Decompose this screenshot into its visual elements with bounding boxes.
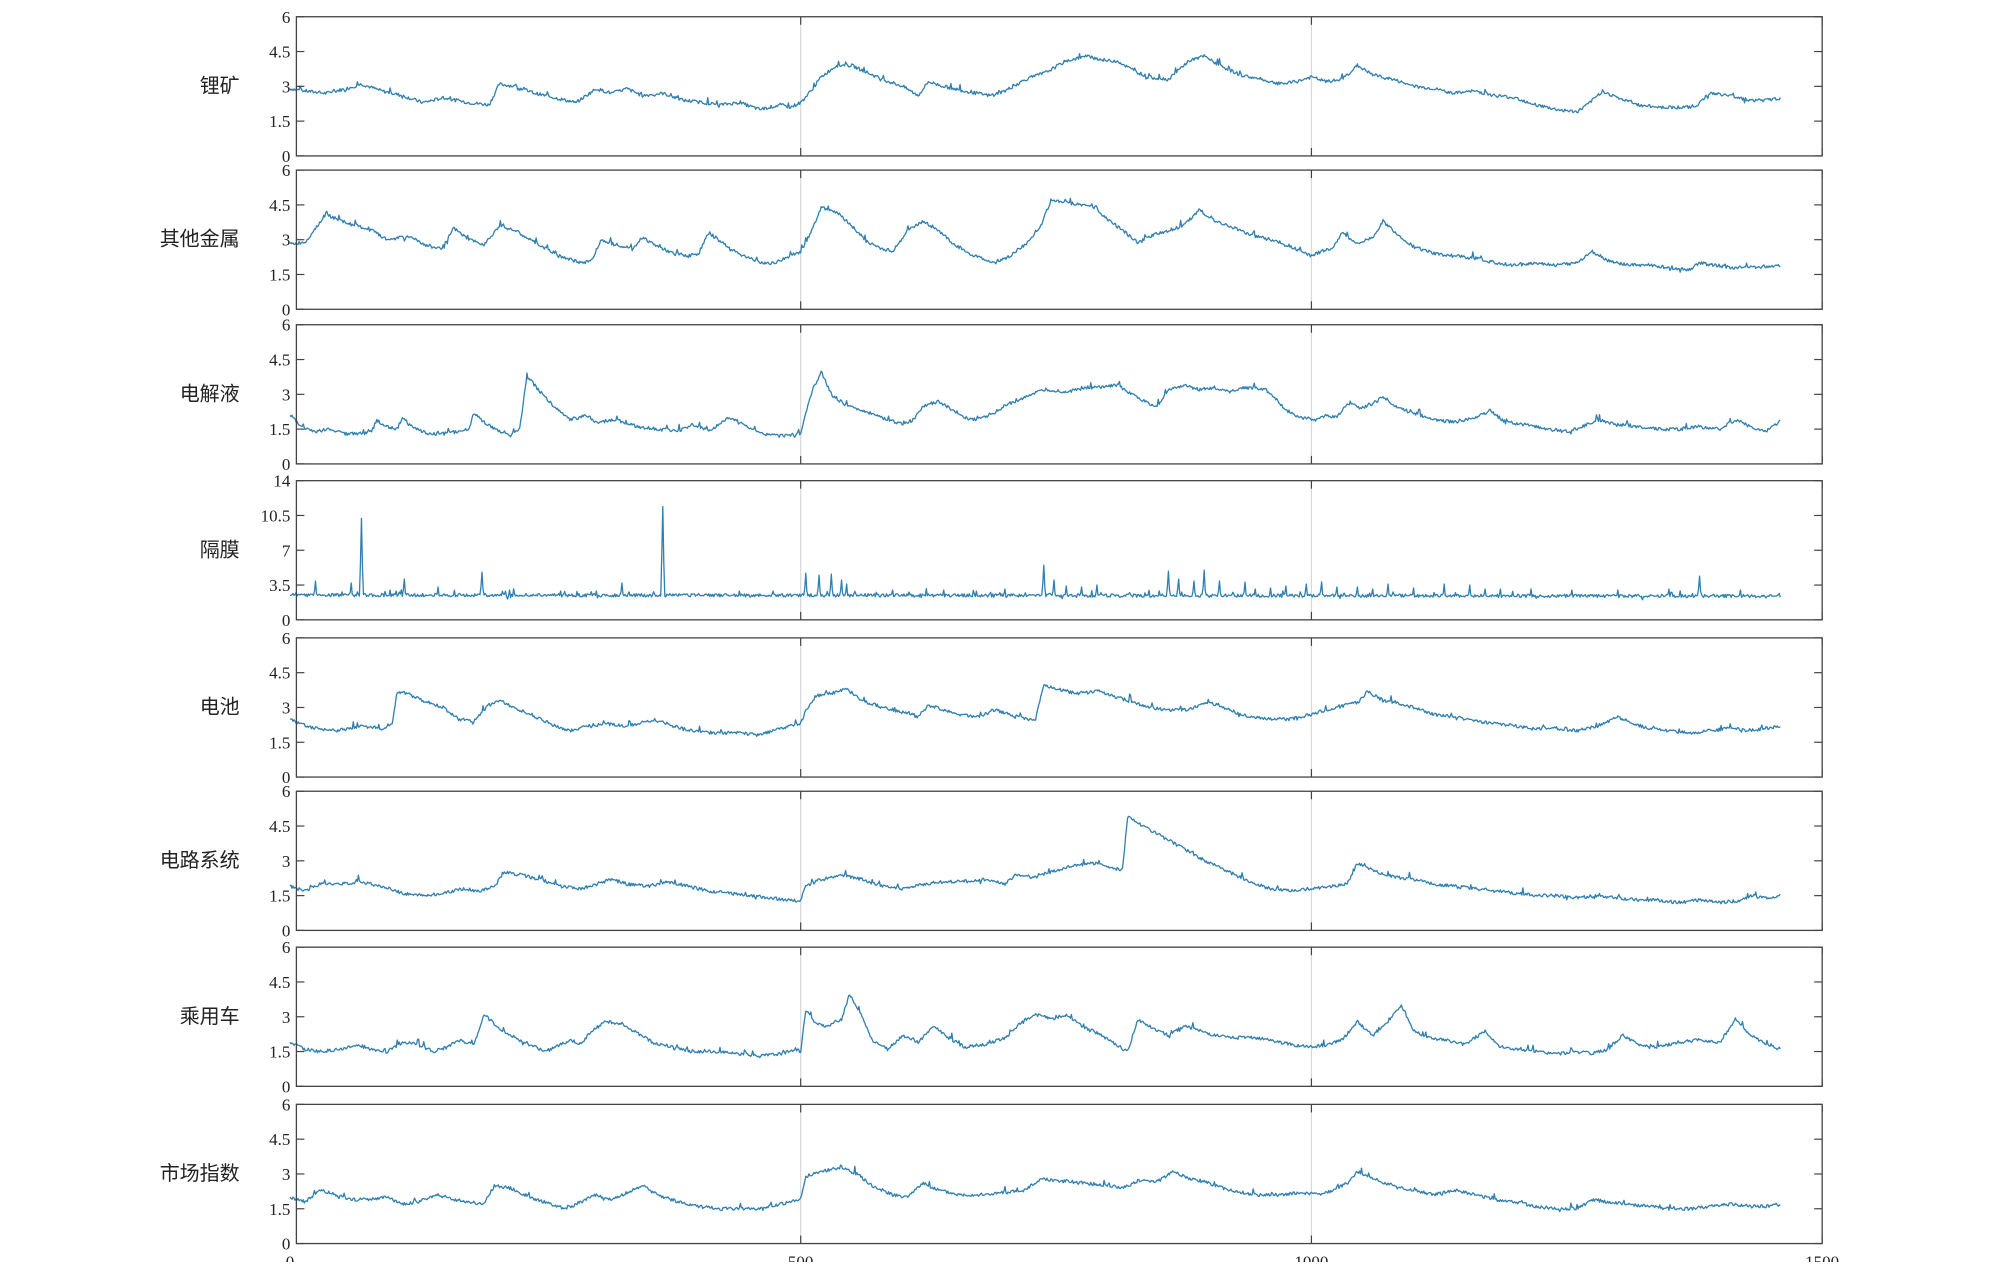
panel-label: 电池 xyxy=(200,695,240,718)
panel-label: 乘用车 xyxy=(180,1005,240,1028)
y-tick-label: 3 xyxy=(282,231,291,250)
y-tick-label: 3 xyxy=(282,852,291,871)
panel-frame xyxy=(295,1103,1823,1245)
y-tick-label: 1.5 xyxy=(269,1200,290,1219)
y-tick-label: 6 xyxy=(282,782,291,801)
series-line xyxy=(289,994,1781,1059)
y-tick-label: 7 xyxy=(282,541,291,560)
y-tick-label: 0 xyxy=(282,768,291,787)
y-tick-label: 4.5 xyxy=(269,1130,290,1149)
y-tick-label: 1.5 xyxy=(269,112,290,131)
y-tick-label: 3 xyxy=(282,1008,291,1027)
y-tick-label: 1.5 xyxy=(269,1043,290,1062)
series-line xyxy=(289,370,1781,438)
panel-frame xyxy=(295,169,1823,310)
panel-8: 0 1.5 3 4.5 6 市场指数 xyxy=(160,1095,1823,1254)
y-tick-label: 1.5 xyxy=(269,420,290,439)
y-tick-label: 4.5 xyxy=(269,973,290,992)
panel-label: 电解液 xyxy=(180,382,240,405)
y-tick-label: 6 xyxy=(282,8,291,27)
y-tick-label: 6 xyxy=(282,316,291,335)
x-tick-label: 1000 xyxy=(1294,1253,1328,1262)
y-tick-label: 0 xyxy=(282,921,291,940)
panel-5: 0 1.5 3 4.5 6 电池 xyxy=(200,629,1823,787)
series-line xyxy=(289,815,1781,905)
panel-frame xyxy=(295,324,1823,465)
y-tick-label: 0 xyxy=(282,611,291,630)
series-line xyxy=(289,197,1781,273)
panel-frame xyxy=(295,480,1823,621)
panel-frame xyxy=(295,637,1823,778)
series-line xyxy=(289,53,1781,114)
panel-2: 0 1.5 3 4.5 6 其他金属 xyxy=(160,161,1823,319)
y-tick-label: 0 xyxy=(282,1235,291,1254)
panel-6: 0 1.5 3 4.5 6 电路系统 xyxy=(160,782,1823,940)
y-tick-label: 0 xyxy=(282,147,291,166)
panel-frame xyxy=(295,790,1823,932)
panel-label: 锂矿 xyxy=(200,74,240,97)
panel-label: 其他金属 xyxy=(160,228,240,251)
panel-label: 电路系统 xyxy=(160,849,240,872)
y-tick-label: 6 xyxy=(282,629,291,648)
y-tick-label: 0 xyxy=(282,1077,291,1096)
y-tick-label: 4.5 xyxy=(269,351,290,370)
y-tick-label: 3.5 xyxy=(269,576,290,595)
y-tick-label: 6 xyxy=(282,161,291,180)
series-line xyxy=(289,505,1781,601)
panel-3: 0 1.5 3 4.5 6 电解液 xyxy=(180,316,1823,474)
y-tick-label: 6 xyxy=(282,1095,291,1114)
y-tick-label: 4.5 xyxy=(269,43,290,62)
panel-label: 隔膜 xyxy=(200,538,240,561)
panel-7: 0 1.5 3 4.5 6 乘用车 xyxy=(180,938,1823,1096)
y-tick-label: 10.5 xyxy=(261,506,291,525)
y-tick-label: 14 xyxy=(273,472,291,491)
y-tick-label: 0 xyxy=(282,300,291,319)
panel-1: 0 1.5 3 4.5 6 锂矿 xyxy=(200,8,1823,166)
y-tick-label: 4.5 xyxy=(269,664,290,683)
y-tick-label: 6 xyxy=(282,938,291,957)
panel-4: 0 3.5 7 10.5 14 隔膜 xyxy=(200,472,1823,630)
series-line xyxy=(289,683,1781,738)
panel-frame xyxy=(295,16,1823,157)
y-tick-label: 3 xyxy=(282,698,291,717)
y-tick-label: 3 xyxy=(282,1165,291,1184)
y-tick-label: 3 xyxy=(282,385,291,404)
panel-label: 市场指数 xyxy=(160,1162,240,1185)
y-tick-label: 4.5 xyxy=(269,196,290,215)
x-tick-label: 0 xyxy=(286,1253,295,1262)
x-tick-label: 500 xyxy=(788,1253,814,1262)
y-tick-label: 3 xyxy=(282,77,291,96)
y-tick-label: 1.5 xyxy=(269,265,290,284)
x-tick-label: 1500 xyxy=(1805,1253,1839,1262)
y-tick-label: 4.5 xyxy=(269,817,290,836)
series-line xyxy=(289,1164,1781,1213)
y-tick-label: 1.5 xyxy=(269,887,290,906)
y-tick-label: 0 xyxy=(282,455,291,474)
y-tick-label: 1.5 xyxy=(269,733,290,752)
